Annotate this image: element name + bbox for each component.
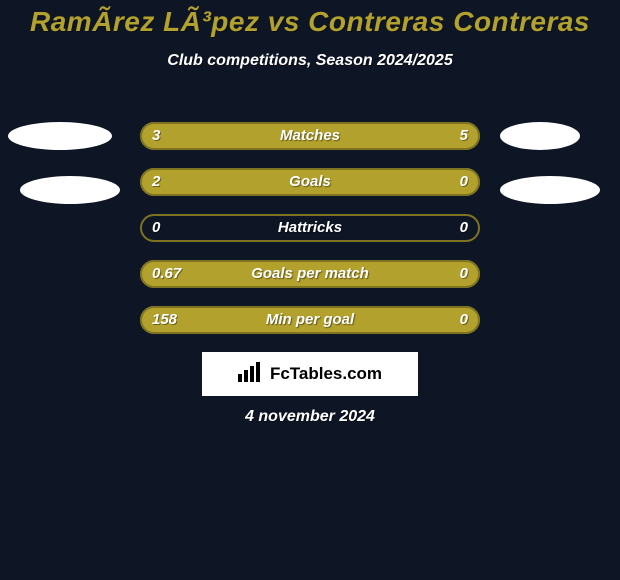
subtitle: Club competitions, Season 2024/2025 <box>0 52 620 70</box>
stat-label: Hattricks <box>140 214 480 242</box>
brand-box: FcTables.com <box>202 352 418 396</box>
stat-label: Goals per match <box>140 260 480 288</box>
decorative-ellipse <box>8 122 112 150</box>
stat-row: 00Hattricks <box>0 214 620 260</box>
stat-rows: 35Matches20Goals00Hattricks0.670Goals pe… <box>0 122 620 352</box>
brand-chart-icon <box>238 362 264 387</box>
decorative-ellipse <box>500 176 600 204</box>
comparison-infographic: RamÃ­rez LÃ³pez vs Contreras Contreras C… <box>0 0 620 580</box>
decorative-ellipse <box>500 122 580 150</box>
decorative-ellipse <box>20 176 120 204</box>
page-title: RamÃ­rez LÃ³pez vs Contreras Contreras <box>0 0 620 38</box>
stat-row: 0.670Goals per match <box>0 260 620 306</box>
brand-text: FcTables.com <box>270 364 382 384</box>
stat-label: Matches <box>140 122 480 150</box>
stat-label: Goals <box>140 168 480 196</box>
date-line: 4 november 2024 <box>0 408 620 426</box>
stat-row: 1580Min per goal <box>0 306 620 352</box>
stat-label: Min per goal <box>140 306 480 334</box>
